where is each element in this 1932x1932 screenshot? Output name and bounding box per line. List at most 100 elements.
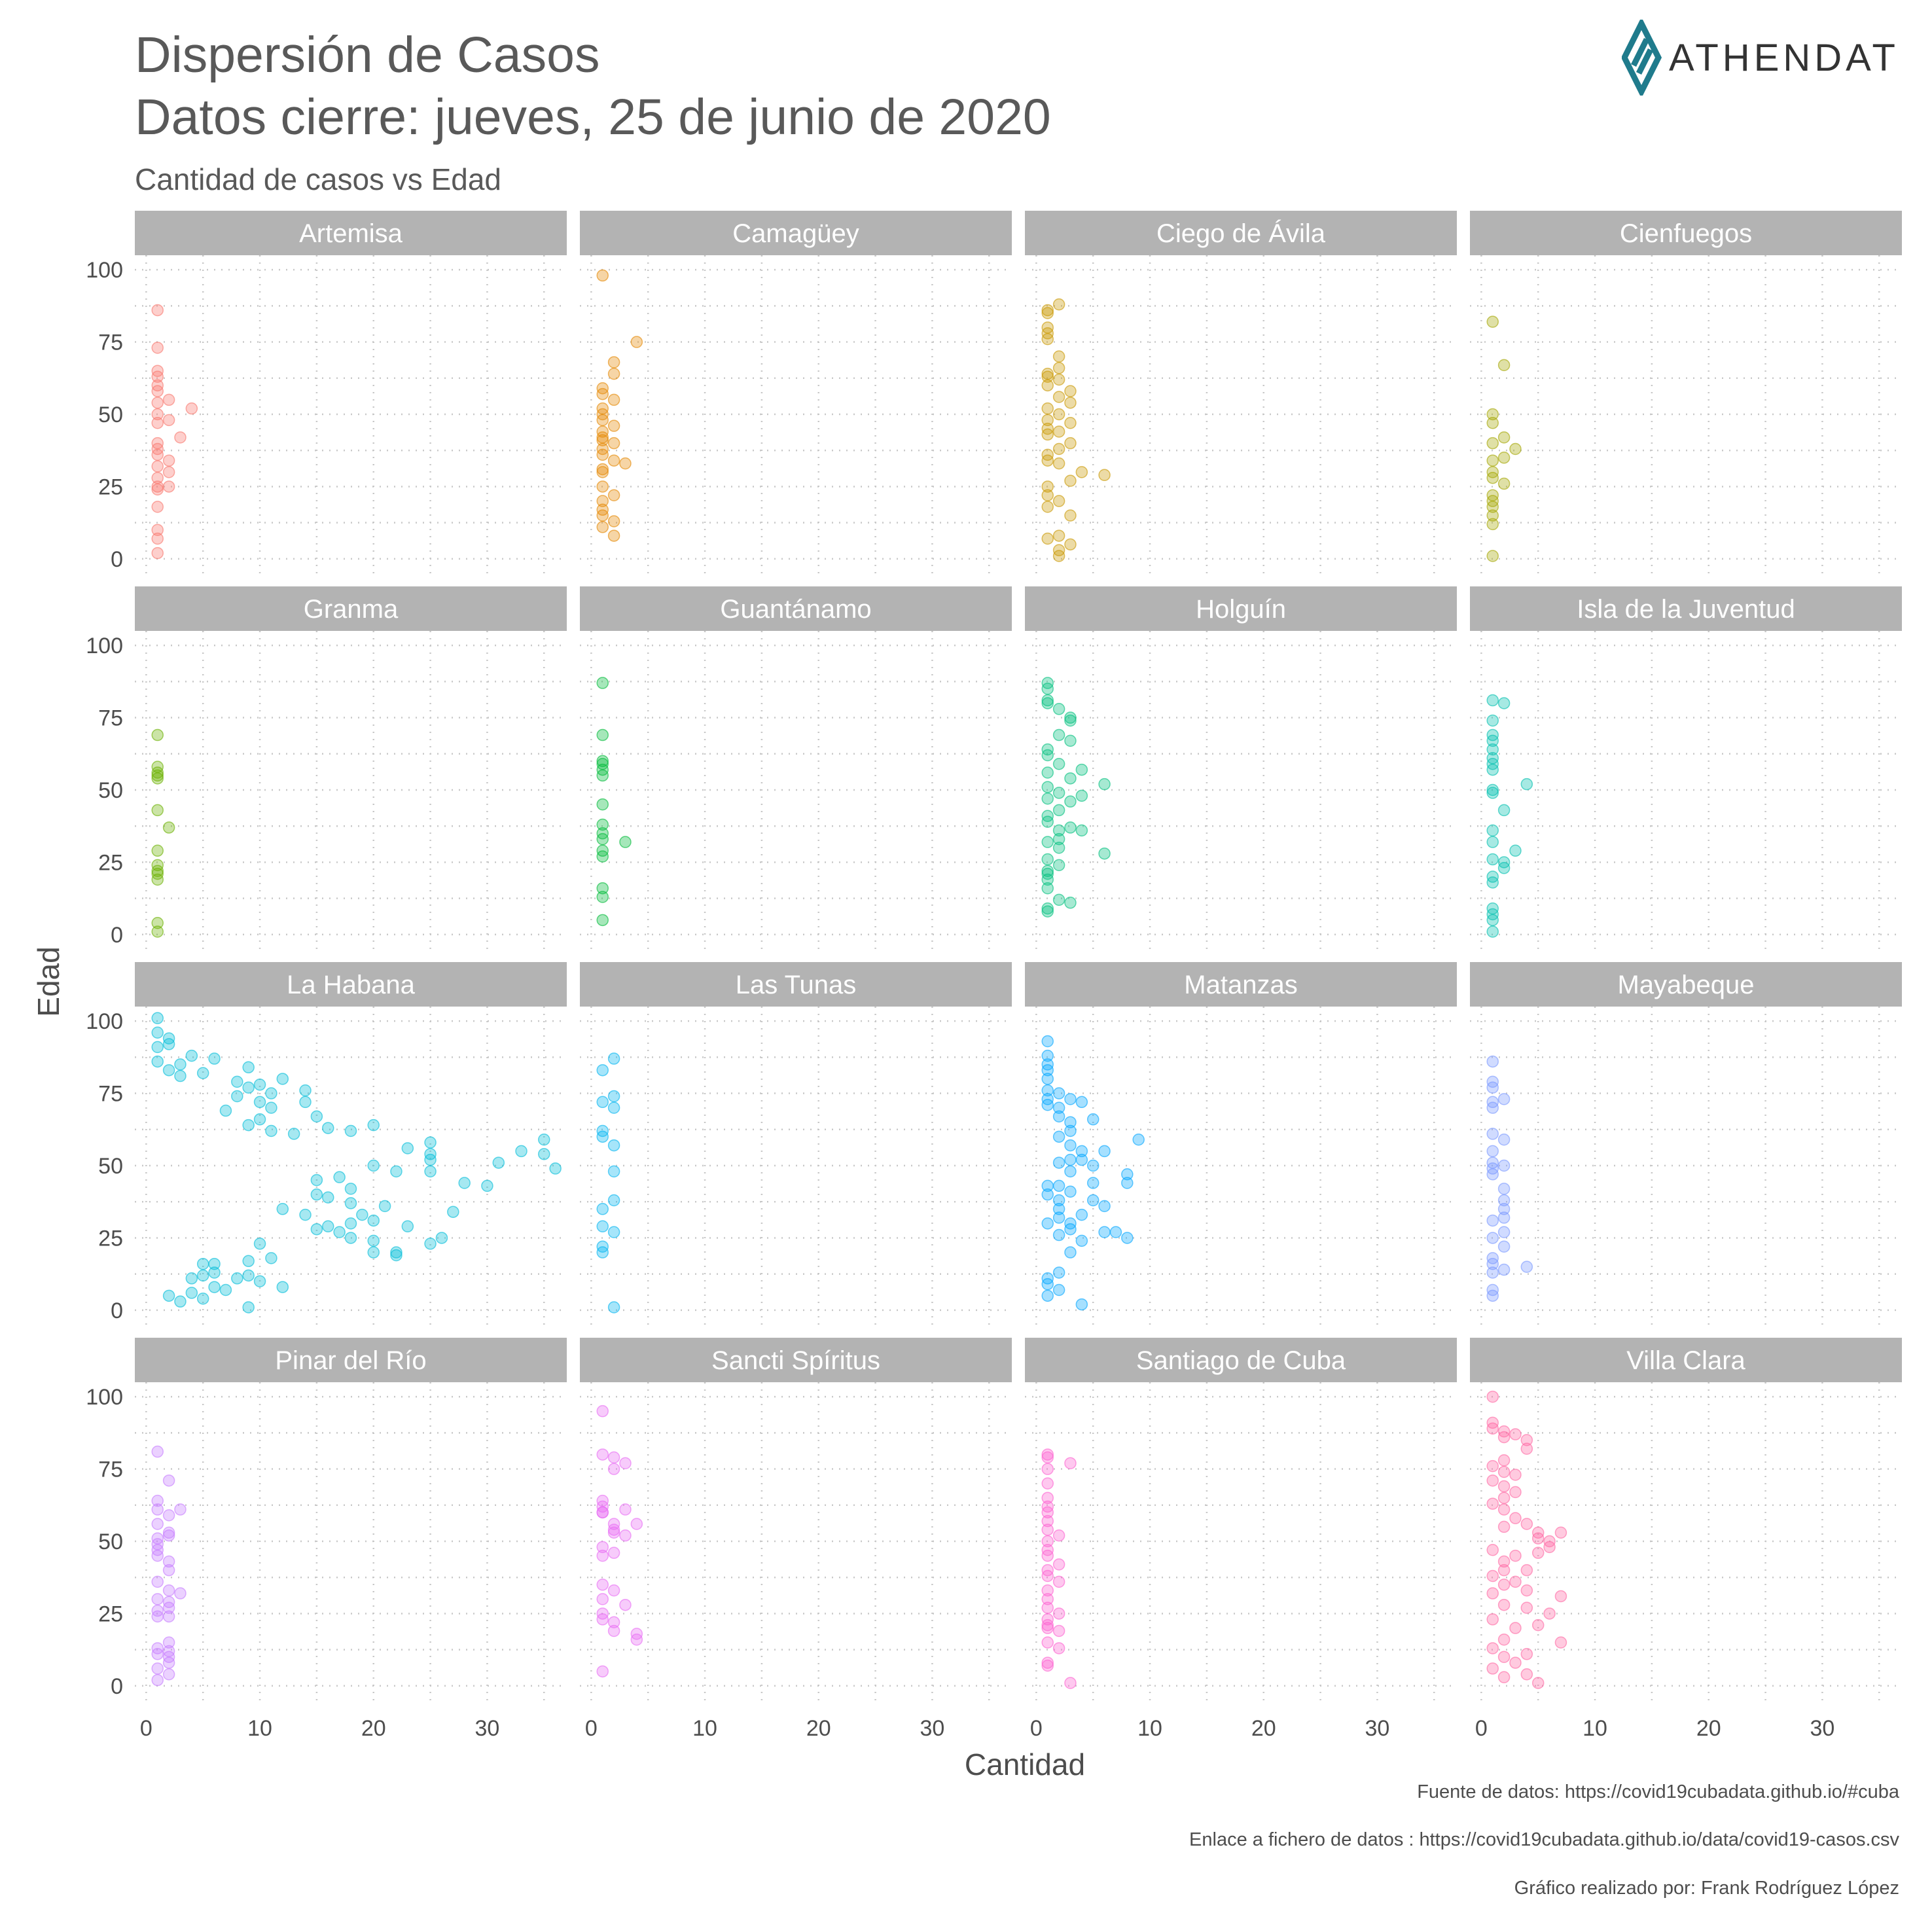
data-point	[1041, 882, 1054, 895]
data-point	[151, 1549, 164, 1562]
data-point	[1064, 1677, 1077, 1689]
data-point	[162, 1555, 175, 1568]
data-point	[185, 1287, 198, 1299]
data-point	[596, 466, 609, 478]
data-point	[1052, 728, 1065, 742]
data-point	[322, 1220, 334, 1233]
data-point	[1486, 1055, 1499, 1068]
data-point	[1486, 836, 1499, 848]
data-point	[151, 1673, 164, 1687]
panel-grid	[135, 1007, 567, 1325]
data-point	[151, 873, 164, 886]
data-point	[596, 1579, 609, 1591]
data-point	[607, 1524, 620, 1536]
data-point	[253, 1275, 266, 1287]
data-point	[1486, 914, 1499, 927]
data-point	[1520, 1442, 1533, 1455]
data-point	[1531, 1677, 1545, 1689]
data-point	[596, 509, 609, 522]
data-point	[1086, 1159, 1100, 1172]
panel-strip-label: Las Tunas	[736, 971, 857, 999]
data-point	[1041, 853, 1054, 866]
data-point	[1052, 1087, 1065, 1100]
panel-mayabeque: Mayabeque	[1470, 962, 1902, 1325]
data-point	[1041, 489, 1054, 501]
data-point	[607, 529, 620, 542]
data-point	[1041, 683, 1054, 695]
data-point	[162, 1636, 175, 1649]
panel-grid	[135, 1382, 567, 1700]
data-point	[607, 356, 620, 368]
data-point	[1052, 1624, 1065, 1637]
data-point	[1543, 1607, 1556, 1620]
data-point	[1041, 1506, 1054, 1519]
data-point	[619, 836, 632, 848]
data-point	[253, 1238, 266, 1250]
data-point	[174, 1587, 187, 1600]
caption-author: Gráfico realizado por: Frank Rodríguez L…	[1514, 1878, 1899, 1899]
data-point	[185, 1272, 198, 1285]
x-tick-label: 20	[806, 1716, 831, 1741]
data-point	[607, 489, 620, 501]
data-point	[1486, 1390, 1499, 1403]
data-point	[299, 1096, 312, 1109]
data-point	[630, 336, 643, 348]
data-point	[1075, 1153, 1088, 1166]
data-point	[151, 532, 164, 545]
data-point	[344, 1217, 357, 1230]
data-point	[1052, 757, 1065, 770]
data-point	[607, 1526, 620, 1539]
data-point	[1064, 821, 1077, 834]
data-point	[1052, 1110, 1065, 1123]
data-point	[208, 1281, 221, 1293]
data-point	[333, 1226, 346, 1238]
y-tick-label: 100	[86, 1009, 123, 1034]
data-point	[607, 1194, 620, 1207]
data-point	[1497, 1226, 1511, 1238]
data-point	[1098, 1200, 1111, 1213]
data-point	[1041, 370, 1054, 383]
data-point	[607, 515, 620, 528]
data-point	[1041, 766, 1054, 779]
data-point	[1064, 772, 1077, 785]
data-point	[458, 1177, 471, 1189]
data-point	[1486, 417, 1499, 429]
data-point	[310, 1173, 323, 1187]
data-point	[162, 1656, 175, 1669]
data-point	[1486, 1145, 1499, 1158]
data-point	[1486, 1266, 1499, 1279]
data-point	[447, 1206, 459, 1218]
x-tick-label: 10	[1583, 1716, 1607, 1741]
panel-grid	[1470, 631, 1902, 949]
data-point	[1486, 1081, 1499, 1094]
y-tick-label: 50	[98, 1154, 123, 1179]
data-point	[424, 1238, 437, 1250]
data-point	[596, 495, 609, 507]
panel-grid	[1025, 1007, 1457, 1325]
data-point	[1041, 1601, 1054, 1614]
data-point	[596, 1220, 609, 1233]
data-point	[1052, 1642, 1065, 1655]
data-point	[1520, 1434, 1533, 1446]
data-point	[596, 832, 609, 846]
data-point	[1486, 509, 1499, 522]
data-point	[151, 460, 164, 473]
data-point	[1064, 474, 1077, 487]
data-point	[1041, 1179, 1054, 1192]
panel-grid	[1025, 255, 1457, 573]
data-point	[151, 1041, 164, 1054]
data-point	[1486, 501, 1499, 513]
x-tick-label: 20	[361, 1716, 386, 1741]
panel-grid	[1025, 631, 1457, 949]
panel-strip	[580, 211, 1012, 255]
data-point	[596, 1665, 609, 1678]
data-point	[607, 367, 620, 380]
data-point	[162, 1668, 175, 1681]
data-point	[310, 1188, 323, 1201]
data-point	[1064, 1246, 1077, 1259]
panel-grid	[1470, 1007, 1902, 1325]
data-point	[1052, 1156, 1065, 1169]
data-point	[162, 1526, 175, 1539]
data-point	[1509, 1622, 1522, 1634]
data-point	[492, 1156, 505, 1169]
